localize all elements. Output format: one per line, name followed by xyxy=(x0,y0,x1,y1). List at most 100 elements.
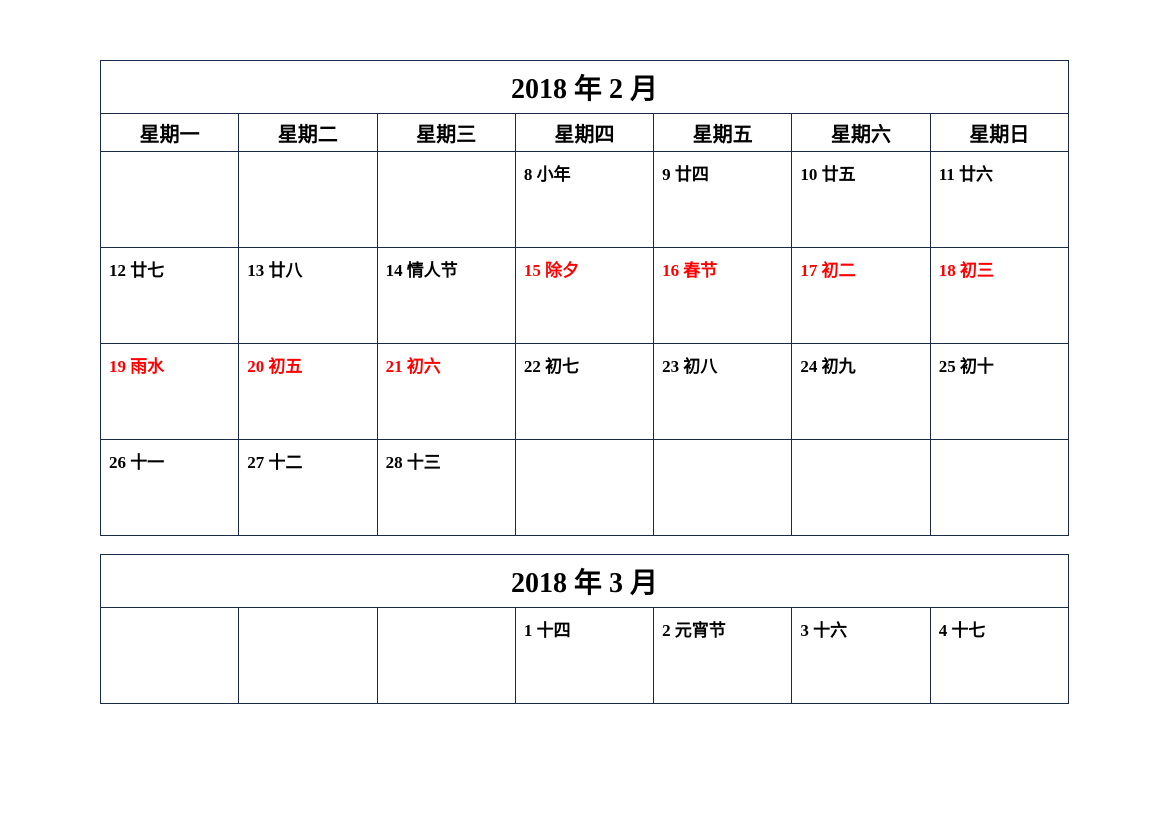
lunar-label: 十六 xyxy=(813,621,847,640)
day-cell: 13 廿八 xyxy=(239,248,377,344)
day-number: 12 xyxy=(109,261,126,280)
lunar-label: 初六 xyxy=(407,357,441,376)
calendar-body: 8 小年9 廿四10 廿五11 廿六12 廿七13 廿八14 情人节15 除夕1… xyxy=(101,152,1069,536)
day-cell: 19 雨水 xyxy=(101,344,239,440)
calendar-row: 19 雨水20 初五21 初六22 初七23 初八24 初九25 初十 xyxy=(101,344,1069,440)
day-cell: 11 廿六 xyxy=(930,152,1068,248)
calendar-title: 2018 年 3 月 xyxy=(101,555,1069,608)
day-cell xyxy=(239,608,377,704)
day-cell: 12 廿七 xyxy=(101,248,239,344)
day-cell xyxy=(101,608,239,704)
day-cell: 24 初九 xyxy=(792,344,930,440)
day-number: 11 xyxy=(939,165,955,184)
calendar-row: 1 十四2 元宵节3 十六4 十七 xyxy=(101,608,1069,704)
calendar-row: 26 十一27 十二28 十三 xyxy=(101,440,1069,536)
day-number: 4 xyxy=(939,621,948,640)
day-number: 19 xyxy=(109,357,126,376)
day-cell xyxy=(239,152,377,248)
day-number: 3 xyxy=(800,621,809,640)
lunar-label: 初九 xyxy=(822,357,856,376)
lunar-label: 初十 xyxy=(960,357,994,376)
lunar-label: 小年 xyxy=(537,165,571,184)
day-number: 24 xyxy=(800,357,817,376)
lunar-label: 元宵节 xyxy=(675,621,726,640)
lunar-label: 初二 xyxy=(822,261,856,280)
lunar-label: 春节 xyxy=(683,261,717,280)
calendar-body: 1 十四2 元宵节3 十六4 十七 xyxy=(101,608,1069,704)
day-number: 1 xyxy=(524,621,533,640)
day-cell xyxy=(101,152,239,248)
day-cell: 8 小年 xyxy=(515,152,653,248)
lunar-label: 十一 xyxy=(130,453,164,472)
day-number: 9 xyxy=(662,165,671,184)
day-number: 8 xyxy=(524,165,533,184)
weekday-header-row: 星期一 星期二 星期三 星期四 星期五 星期六 星期日 xyxy=(101,114,1069,152)
calendar-row: 8 小年9 廿四10 廿五11 廿六 xyxy=(101,152,1069,248)
lunar-label: 廿六 xyxy=(959,165,993,184)
lunar-label: 廿七 xyxy=(130,261,164,280)
day-number: 18 xyxy=(939,261,956,280)
lunar-label: 廿四 xyxy=(675,165,709,184)
day-cell: 23 初八 xyxy=(654,344,792,440)
day-cell xyxy=(377,152,515,248)
lunar-label: 雨水 xyxy=(130,357,164,376)
day-cell: 10 廿五 xyxy=(792,152,930,248)
day-cell: 1 十四 xyxy=(515,608,653,704)
day-number: 16 xyxy=(662,261,679,280)
calendar-feb-2018: 2018 年 2 月 星期一 星期二 星期三 星期四 星期五 星期六 星期日 8… xyxy=(100,60,1069,536)
day-number: 2 xyxy=(662,621,671,640)
day-cell: 27 十二 xyxy=(239,440,377,536)
day-cell: 9 廿四 xyxy=(654,152,792,248)
weekday-header: 星期一 xyxy=(101,114,239,152)
day-number: 14 xyxy=(386,261,403,280)
day-number: 10 xyxy=(800,165,817,184)
weekday-header: 星期日 xyxy=(930,114,1068,152)
day-cell xyxy=(930,440,1068,536)
calendar-row: 12 廿七13 廿八14 情人节15 除夕16 春节17 初二18 初三 xyxy=(101,248,1069,344)
day-number: 28 xyxy=(386,453,403,472)
day-cell xyxy=(377,608,515,704)
lunar-label: 十四 xyxy=(537,621,571,640)
day-cell: 15 除夕 xyxy=(515,248,653,344)
day-cell: 20 初五 xyxy=(239,344,377,440)
lunar-label: 十三 xyxy=(407,453,441,472)
lunar-label: 廿五 xyxy=(822,165,856,184)
day-number: 27 xyxy=(247,453,264,472)
lunar-label: 情人节 xyxy=(407,261,458,280)
day-cell: 26 十一 xyxy=(101,440,239,536)
day-number: 26 xyxy=(109,453,126,472)
lunar-label: 初三 xyxy=(960,261,994,280)
day-number: 23 xyxy=(662,357,679,376)
lunar-label: 除夕 xyxy=(545,261,579,280)
day-cell: 2 元宵节 xyxy=(654,608,792,704)
calendar-title: 2018 年 2 月 xyxy=(101,61,1069,114)
day-cell: 17 初二 xyxy=(792,248,930,344)
day-number: 25 xyxy=(939,357,956,376)
day-number: 15 xyxy=(524,261,541,280)
weekday-header: 星期四 xyxy=(515,114,653,152)
weekday-header: 星期六 xyxy=(792,114,930,152)
day-number: 13 xyxy=(247,261,264,280)
day-cell xyxy=(792,440,930,536)
day-cell: 22 初七 xyxy=(515,344,653,440)
day-cell: 3 十六 xyxy=(792,608,930,704)
day-cell: 18 初三 xyxy=(930,248,1068,344)
weekday-header: 星期三 xyxy=(377,114,515,152)
day-cell xyxy=(654,440,792,536)
day-number: 21 xyxy=(386,357,403,376)
day-cell: 4 十七 xyxy=(930,608,1068,704)
lunar-label: 廿八 xyxy=(269,261,303,280)
day-cell: 25 初十 xyxy=(930,344,1068,440)
day-number: 22 xyxy=(524,357,541,376)
day-cell: 28 十三 xyxy=(377,440,515,536)
lunar-label: 初五 xyxy=(269,357,303,376)
lunar-label: 初七 xyxy=(545,357,579,376)
lunar-label: 十七 xyxy=(951,621,985,640)
day-cell xyxy=(515,440,653,536)
day-number: 17 xyxy=(800,261,817,280)
day-cell: 21 初六 xyxy=(377,344,515,440)
day-cell: 14 情人节 xyxy=(377,248,515,344)
lunar-label: 十二 xyxy=(269,453,303,472)
day-number: 20 xyxy=(247,357,264,376)
weekday-header: 星期五 xyxy=(654,114,792,152)
